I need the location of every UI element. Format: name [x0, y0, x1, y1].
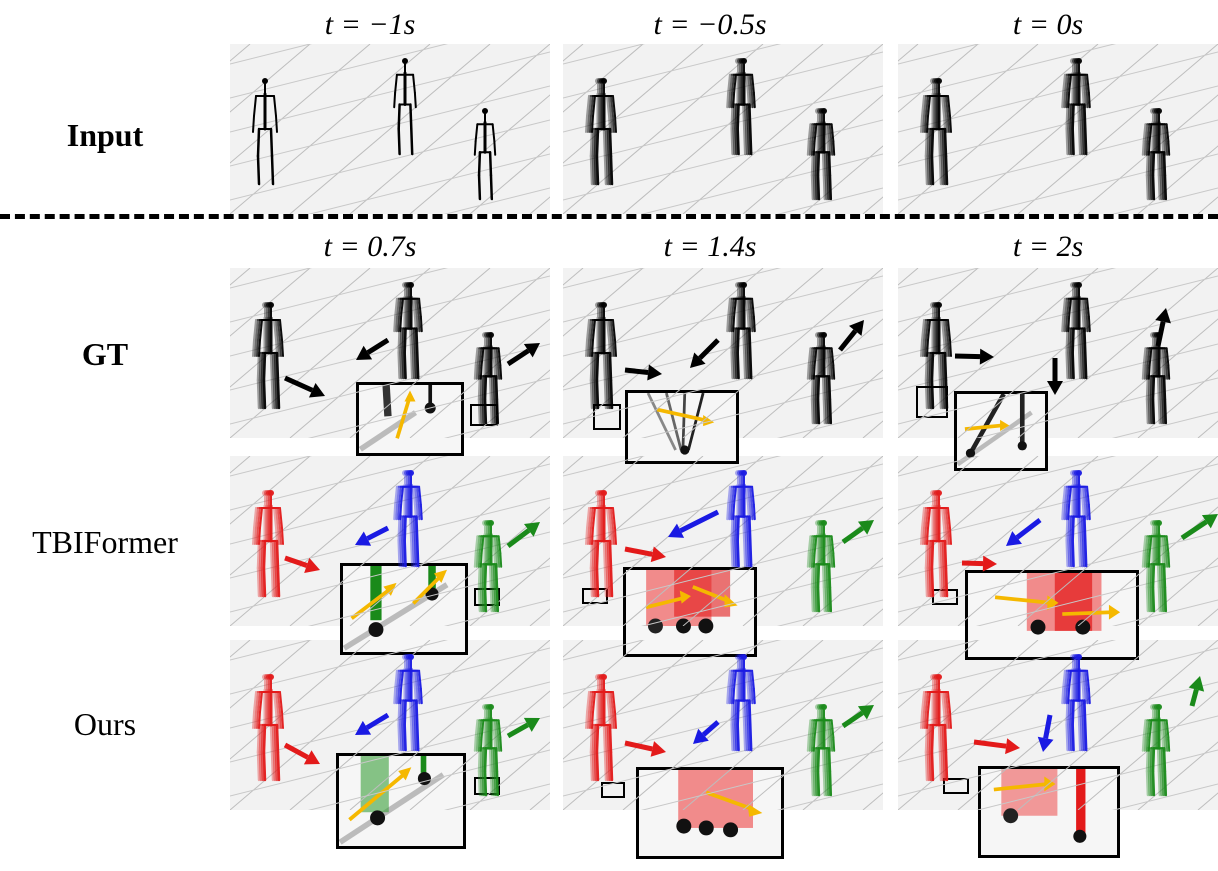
header-t-2: t = 2s [1012, 230, 1084, 263]
marker-box-tbi-3 [932, 589, 958, 605]
marker-box-ours-2 [601, 782, 625, 798]
inset-ours-2-drawing [676, 770, 763, 838]
dashed-divider [0, 214, 1218, 219]
inset-tbi-2-drawing [645, 570, 738, 634]
row-label-ours: Ours [73, 706, 137, 742]
header-t-minus-1: t = −1s [324, 8, 416, 41]
row-label-input: Input [66, 117, 144, 153]
inset-ours-1 [336, 753, 466, 849]
inset-ours-3-drawing [993, 769, 1087, 843]
header-t-minus-0-5: t = −0.5s [653, 8, 767, 41]
marker-box-tbi-1 [474, 588, 500, 606]
inset-tbi-3 [965, 570, 1139, 660]
header-t-0-7: t = 0.7s [323, 230, 417, 263]
inset-gt-1 [356, 382, 464, 456]
inset-gt-1-drawing [359, 385, 436, 452]
marker-box-gt-1 [470, 404, 498, 426]
inset-tbi-3-drawing [994, 573, 1121, 635]
inset-gt-2 [625, 390, 739, 464]
inset-gt-3-drawing [957, 394, 1033, 467]
inset-tbi-2 [623, 567, 757, 657]
panel-input-3 [898, 44, 1218, 214]
inset-tbi-1-drawing [343, 566, 449, 651]
inset-ours-2 [636, 767, 784, 859]
panel-input-2 [563, 44, 883, 214]
marker-box-tbi-2 [582, 588, 608, 604]
marker-box-gt-2 [593, 404, 621, 430]
inset-gt-2-drawing [646, 393, 715, 455]
row-label-gt: GT [81, 336, 129, 372]
panel-input-1 [230, 44, 550, 214]
header-t-1-4: t = 1.4s [663, 230, 757, 263]
marker-box-gt-3 [916, 386, 948, 418]
inset-ours-3 [978, 766, 1120, 858]
marker-box-ours-1 [474, 777, 500, 795]
marker-box-ours-3 [943, 778, 969, 794]
inset-tbi-1 [340, 563, 468, 655]
inset-gt-3 [954, 391, 1048, 471]
inset-ours-1-drawing [339, 756, 445, 845]
row-label-tbiformer: TBIFormer [32, 524, 178, 560]
header-t-0: t = 0s [1012, 8, 1084, 41]
